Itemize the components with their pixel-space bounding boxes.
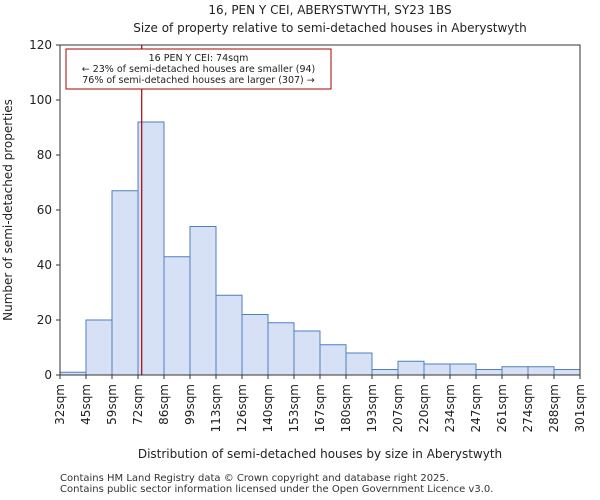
annotation-line-2: 76% of semi-detached houses are larger (…: [82, 75, 315, 86]
x-tick-label-4: 86sqm: [157, 384, 171, 425]
annotation-frame: [65, 48, 332, 90]
x-axis: 32sqm 45sqm 59sqm 72sqm 86sqm 99sqm 113sqm 126s…: [53, 375, 587, 432]
x-tick-label-3: 72sqm: [131, 384, 145, 425]
x-tick-label-1: 45sqm: [79, 384, 93, 425]
y-axis-label: Number of semi-detached properties: [1, 99, 15, 321]
bar-7: [241, 314, 269, 376]
bar-13: [397, 360, 425, 376]
chart-title: 16, PEN Y CEI, ABERYSTWYTH, SY23 1BS: [208, 3, 451, 17]
y-axis: 0 20 40 60 80 100 120: [29, 38, 60, 382]
y-tick-label-2: 40: [37, 258, 52, 272]
footer-line-1: Contains HM Land Registry data © Crown c…: [60, 473, 449, 484]
bar-5: [189, 226, 217, 376]
bar-1: [85, 319, 113, 376]
x-tick-label-13: 207sqm: [391, 384, 405, 432]
bar-11: [345, 352, 373, 376]
y-tick-label-0: 0: [44, 368, 52, 382]
x-tick-label-18: 274sqm: [521, 384, 535, 432]
bar-8: [267, 322, 295, 376]
bar-14: [423, 363, 451, 376]
x-tick-label-0: 32sqm: [53, 384, 67, 425]
bar-4: [163, 256, 191, 376]
bar-15: [449, 363, 477, 376]
x-tick-label-5: 99sqm: [183, 384, 197, 425]
footer-line-2: Contains public sector information licen…: [60, 484, 494, 495]
x-tick-label-6: 113sqm: [209, 384, 223, 432]
bar-18: [527, 366, 555, 376]
y-tick-label-3: 60: [37, 203, 52, 217]
annotation-line-0: 16 PEN Y CEI: 74sqm: [149, 53, 249, 64]
x-tick-label-10: 167sqm: [313, 384, 327, 432]
bar-16: [475, 369, 503, 376]
x-tick-label-19: 288sqm: [547, 384, 561, 432]
x-tick-label-14: 220sqm: [417, 384, 431, 432]
annotation-box: 16 PEN Y CEI: 74sqm← 23% of semi-detache…: [65, 48, 332, 90]
x-tick-label-17: 261sqm: [495, 384, 509, 432]
bars-group: [59, 121, 581, 376]
x-tick-label-12: 193sqm: [365, 384, 379, 432]
x-tick-label-2: 59sqm: [105, 384, 119, 425]
x-tick-label-20: 301sqm: [573, 384, 587, 432]
bar-6: [215, 294, 243, 376]
bar-9: [293, 330, 321, 376]
x-tick-label-11: 180sqm: [339, 384, 353, 432]
x-tick-label-9: 153sqm: [287, 384, 301, 432]
y-tick-label-5: 100: [29, 93, 52, 107]
x-tick-label-15: 234sqm: [443, 384, 457, 432]
x-axis-label: Distribution of semi-detached houses by …: [138, 447, 502, 461]
bar-12: [371, 369, 399, 376]
bar-19: [553, 369, 581, 376]
y-tick-label-6: 120: [29, 38, 52, 52]
y-tick-label-4: 80: [37, 148, 52, 162]
chart-subtitle: Size of property relative to semi-detach…: [133, 21, 526, 35]
bar-3: [137, 121, 165, 376]
y-tick-label-1: 20: [37, 313, 52, 327]
bar-17: [501, 366, 529, 376]
x-tick-label-7: 126sqm: [235, 384, 249, 432]
x-tick-label-16: 247sqm: [469, 384, 483, 432]
bar-10: [319, 344, 347, 376]
x-tick-label-8: 140sqm: [261, 384, 275, 432]
bar-2: [111, 190, 139, 376]
annotation-line-1: ← 23% of semi-detached houses are smalle…: [82, 64, 316, 75]
